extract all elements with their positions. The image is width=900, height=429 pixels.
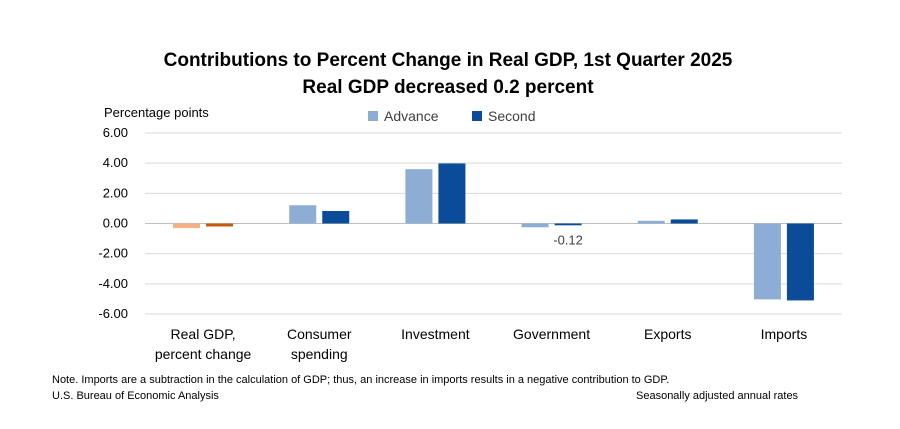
category-label: Imports (761, 326, 808, 342)
bar-second-1 (322, 210, 350, 224)
y-axis-title: Percentage points (104, 105, 209, 120)
bars (173, 163, 814, 301)
category-label: Investment (401, 326, 470, 342)
y-tick-label: 2.00 (103, 185, 128, 200)
chart-subtitle: Real GDP decreased 0.2 percent (302, 77, 594, 98)
bar-second-3 (554, 223, 582, 226)
data-label: -0.12 (553, 232, 583, 247)
chart-title: Contributions to Percent Change in Real … (164, 50, 733, 71)
source-credit: U.S. Bureau of Economic Analysis (52, 390, 219, 402)
bar-advance-3 (521, 223, 549, 228)
bar-second-5 (786, 223, 814, 301)
gridlines (145, 132, 842, 315)
bar-advance-1 (289, 205, 317, 224)
bar-second-4 (670, 219, 698, 224)
legend: Advance Second (368, 108, 535, 124)
category-label: Consumer spending (287, 326, 352, 362)
legend-swatch-advance (368, 111, 378, 121)
y-axis-ticks: 6.00 4.00 2.00 0.00 -2.00 -4.00 -6.00 (98, 125, 128, 321)
bar-advance-2 (405, 169, 433, 224)
bar-second-0 (206, 223, 234, 227)
y-tick-label: 4.00 (103, 155, 128, 170)
footnote: Note. Imports are a subtraction in the c… (52, 374, 669, 386)
x-axis-categories: Real GDP, percent change Consumer spending I… (155, 326, 807, 362)
data-labels: -0.12 (553, 232, 583, 247)
bar-advance-4 (637, 220, 665, 224)
y-tick-label: -4.00 (98, 276, 128, 291)
y-tick-label: -6.00 (98, 306, 128, 321)
category-label: Government (513, 326, 590, 342)
bar-second-2 (438, 163, 466, 224)
y-tick-label: 6.00 (103, 125, 128, 140)
category-label: Real GDP, percent change (155, 326, 252, 362)
bar-advance-5 (753, 223, 781, 300)
category-label: Exports (644, 326, 691, 342)
legend-label-second: Second (488, 108, 535, 124)
y-tick-label: 0.00 (103, 216, 128, 231)
y-tick-label: -2.00 (98, 246, 128, 261)
bar-advance-0 (173, 223, 201, 229)
legend-swatch-second (472, 111, 482, 121)
legend-label-advance: Advance (384, 108, 439, 124)
rates-note: Seasonally adjusted annual rates (636, 390, 799, 402)
